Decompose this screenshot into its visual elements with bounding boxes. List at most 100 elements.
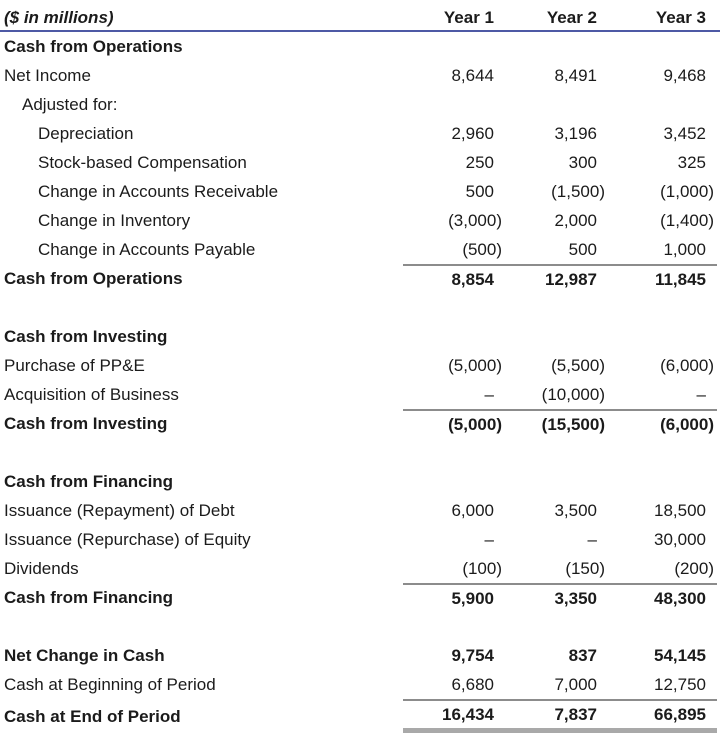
value-year1: – (484, 530, 494, 549)
row-label: Purchase of PP&E (4, 356, 145, 375)
row-net-change-in-cash: Net Change in Cash 9,754 837 54,145 (0, 641, 720, 670)
value-year3: 54,145 (654, 646, 706, 665)
value-year3: 11,845 (608, 264, 717, 293)
value-year2: 8,491 (554, 66, 597, 85)
value-year2: 837 (568, 646, 597, 665)
value-year1: (5,000) (448, 356, 502, 375)
section-title-label: Cash from Operations (4, 37, 183, 56)
row-label: Change in Inventory (38, 211, 191, 230)
value-year2: 7,000 (554, 675, 597, 694)
value-year3: (6,000) (660, 356, 714, 375)
value-year1: 500 (465, 182, 494, 201)
value-year1: 16,434 (403, 699, 505, 733)
value-year2: 12,987 (505, 264, 608, 293)
row-label: Net Change in Cash (4, 646, 165, 665)
row-label: Cash at End of Period (4, 706, 181, 726)
column-header-year1: Year 1 (443, 8, 494, 27)
row-change-in-inventory: Change in Inventory (3,000) 2,000 (1,400… (0, 206, 720, 235)
row-label: Acquisition of Business (4, 385, 179, 404)
value-year2: (10,000) (541, 385, 605, 404)
row-adjusted-for: Adjusted for: (0, 90, 720, 119)
value-year3: 48,300 (608, 583, 717, 612)
row-label: Stock-based Compensation (38, 153, 247, 172)
subtotal-cash-from-investing: Cash from Investing (5,000) (15,500) (6,… (0, 409, 720, 438)
row-label: Adjusted for: (22, 95, 118, 114)
value-year3: (1,000) (660, 182, 714, 201)
row-stock-based-compensation: Stock-based Compensation 250 300 325 (0, 148, 720, 177)
section-title-label: Cash from Financing (4, 472, 174, 491)
row-dividends: Dividends (100) (150) (200) (0, 554, 720, 583)
row-depreciation: Depreciation 2,960 3,196 3,452 (0, 119, 720, 148)
value-year2: 300 (568, 153, 597, 172)
units-note: ($ in millions) (4, 8, 114, 27)
row-purchase-of-ppe: Purchase of PP&E (5,000) (5,500) (6,000) (0, 351, 720, 380)
value-year1: 8,644 (451, 66, 494, 85)
subtotal-label: Cash from Operations (4, 269, 183, 288)
value-year1: 2,960 (451, 124, 494, 143)
section-title-label: Cash from Investing (4, 327, 168, 346)
value-year1: (5,000) (403, 409, 505, 438)
value-year1: 5,900 (403, 583, 505, 612)
value-year1: 250 (465, 153, 494, 172)
section-title-cash-from-financing: Cash from Financing (0, 467, 720, 496)
row-label: Net Income (4, 66, 91, 85)
row-cash-at-end-of-period: Cash at End of Period 16,434 7,837 66,89… (0, 699, 720, 733)
row-issuance-repurchase-of-equity: Issuance (Repurchase) of Equity – – 30,0… (0, 525, 720, 554)
subtotal-cash-from-financing: Cash from Financing 5,900 3,350 48,300 (0, 583, 720, 612)
value-year2: – (587, 530, 597, 549)
row-label: Cash at Beginning of Period (4, 675, 216, 694)
row-label: Issuance (Repurchase) of Equity (4, 530, 251, 549)
value-year3: (6,000) (608, 409, 717, 438)
column-header-year2: Year 2 (546, 8, 597, 27)
value-year1: 9,754 (451, 646, 494, 665)
value-year1: 8,854 (403, 264, 505, 293)
subtotal-cash-from-operations: Cash from Operations 8,854 12,987 11,845 (0, 264, 720, 293)
value-year3: 325 (677, 153, 706, 172)
section-title-cash-from-operations: Cash from Operations (0, 32, 720, 61)
value-year2: (5,500) (551, 356, 605, 375)
subtotal-label: Cash from Investing (4, 414, 168, 433)
value-year2: (150) (565, 559, 605, 578)
row-cash-at-beginning-of-period: Cash at Beginning of Period 6,680 7,000 … (0, 670, 720, 699)
row-change-in-accounts-receivable: Change in Accounts Receivable 500 (1,500… (0, 177, 720, 206)
value-year1: (100) (462, 559, 502, 578)
value-year2: (15,500) (505, 409, 608, 438)
value-year2: 500 (568, 240, 597, 259)
value-year2: 3,350 (505, 583, 608, 612)
row-label: Issuance (Repayment) of Debt (4, 501, 235, 520)
subtotal-label: Cash from Financing (4, 588, 174, 607)
table-header-row: ($ in millions) Year 1 Year 2 Year 3 (0, 5, 720, 32)
section-gap (0, 612, 720, 641)
value-year3: 1,000 (663, 240, 706, 259)
value-year3: 66,895 (608, 699, 717, 733)
row-label: Depreciation (38, 124, 134, 143)
value-year2: 3,500 (554, 501, 597, 520)
value-year3: 12,750 (654, 675, 706, 694)
value-year2: 2,000 (554, 211, 597, 230)
value-year1: 6,000 (451, 501, 494, 520)
row-change-in-accounts-payable: Change in Accounts Payable (500) 500 1,0… (0, 235, 720, 264)
value-year1: (3,000) (448, 211, 502, 230)
value-year3: (200) (674, 559, 714, 578)
value-year3: – (696, 385, 706, 404)
value-year1: – (484, 385, 494, 404)
value-year3: 30,000 (654, 530, 706, 549)
row-label: Change in Accounts Payable (38, 240, 256, 259)
value-year3: 3,452 (663, 124, 706, 143)
value-year2: (1,500) (551, 182, 605, 201)
section-gap (0, 293, 720, 322)
row-acquisition-of-business: Acquisition of Business – (10,000) – (0, 380, 720, 409)
value-year1: 6,680 (451, 675, 494, 694)
value-year3: (1,400) (660, 211, 714, 230)
row-net-income: Net Income 8,644 8,491 9,468 (0, 61, 720, 90)
value-year2: 3,196 (554, 124, 597, 143)
section-title-cash-from-investing: Cash from Investing (0, 322, 720, 351)
value-year1: (500) (462, 240, 502, 259)
value-year2: 7,837 (505, 699, 608, 733)
row-label: Change in Accounts Receivable (38, 182, 279, 201)
value-year3: 9,468 (663, 66, 706, 85)
value-year3: 18,500 (654, 501, 706, 520)
row-issuance-repayment-of-debt: Issuance (Repayment) of Debt 6,000 3,500… (0, 496, 720, 525)
section-gap (0, 438, 720, 467)
